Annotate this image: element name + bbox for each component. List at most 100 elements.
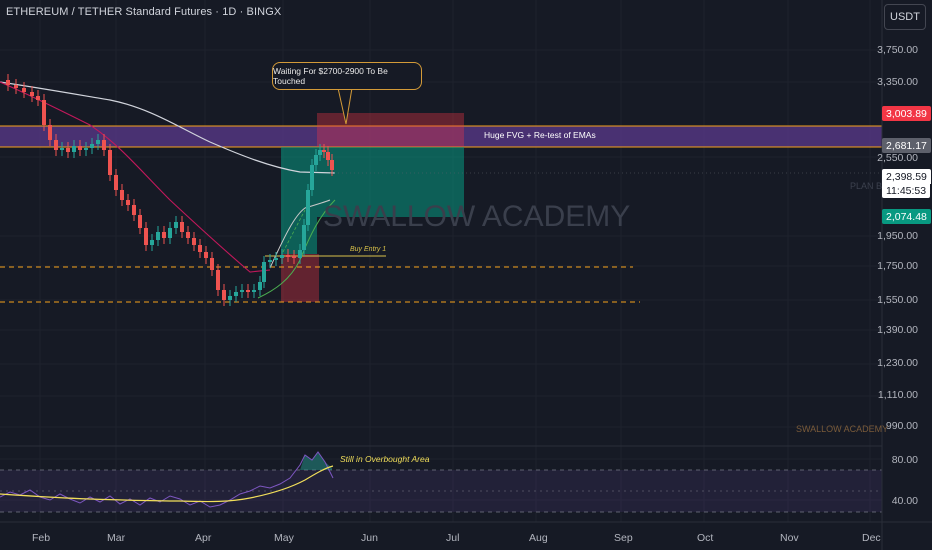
candle-body <box>228 296 232 300</box>
time-label: Sep <box>614 532 633 544</box>
candle-body <box>126 200 130 205</box>
candle-body <box>60 148 64 150</box>
candle-body <box>234 292 238 296</box>
candle-body <box>66 148 70 152</box>
rsi-overbought-fill <box>300 452 332 470</box>
candle-body <box>90 144 94 148</box>
price-label: 1,230.00 <box>877 357 918 369</box>
candle-body <box>14 85 18 88</box>
candle-body <box>102 140 106 150</box>
candle-body <box>216 270 220 290</box>
candle-body <box>168 228 172 238</box>
watermark-main: SWALLOW ACADEMY <box>323 200 631 233</box>
candle-body <box>258 282 262 290</box>
candle-body <box>280 255 284 258</box>
candle-body <box>108 150 112 175</box>
price-label: 2,550.00 <box>877 152 918 164</box>
time-label: Dec <box>862 532 881 544</box>
candle-body <box>180 222 184 232</box>
candle-body <box>36 96 40 100</box>
candle-body <box>198 245 202 252</box>
ema-long-line <box>0 81 336 174</box>
fvg-price-badge: 2,681.17 <box>882 138 931 153</box>
time-label: Feb <box>32 532 51 544</box>
stop-loss-zone <box>317 113 464 147</box>
candle-body <box>6 80 10 85</box>
candle-body <box>252 290 256 292</box>
candle-body <box>156 232 160 240</box>
callout-pointer <box>337 87 353 125</box>
time-label: Aug <box>529 532 548 544</box>
fvg-zone <box>0 126 882 147</box>
candle-body <box>78 146 82 150</box>
candlestick-series <box>6 74 334 306</box>
candle-body <box>138 215 142 228</box>
candle-body <box>268 260 272 262</box>
price-label: 1,950.00 <box>877 230 918 242</box>
candle-body <box>314 155 318 165</box>
candle-body <box>150 240 154 245</box>
time-label: Apr <box>195 532 212 544</box>
price-label: 1,110.00 <box>877 389 918 401</box>
ema-mid-line <box>269 199 331 269</box>
take-profit-zone <box>317 147 464 217</box>
price-label: 3,750.00 <box>877 44 918 56</box>
candle-body <box>306 190 310 225</box>
chart-grid <box>0 0 882 522</box>
rsi-label: 80.00 <box>891 454 918 466</box>
candle-body <box>162 232 166 238</box>
candle-body <box>174 222 178 228</box>
candle-body <box>302 225 306 250</box>
callout-annotation[interactable]: Waiting For $2700-2900 To Be Touched <box>272 62 422 90</box>
candle-body <box>186 232 190 238</box>
watermark-plan: PLAN B <box>850 181 883 191</box>
candle-body <box>246 290 250 292</box>
time-label: Nov <box>780 532 799 544</box>
candle-body <box>48 125 52 140</box>
currency-button[interactable]: USDT <box>884 4 926 30</box>
time-label: Mar <box>107 532 126 544</box>
price-label: 1,390.00 <box>877 324 918 336</box>
rsi-line <box>0 451 334 508</box>
candle-body <box>210 258 214 270</box>
candle-body <box>240 290 244 292</box>
time-label: Jul <box>446 532 460 544</box>
ema-short-line <box>0 81 271 273</box>
candle-body <box>22 88 26 92</box>
candle-body <box>322 150 326 152</box>
candle-body <box>96 140 100 144</box>
candle-body <box>120 190 124 200</box>
price-label: 1,550.00 <box>877 294 918 306</box>
candle-body <box>132 205 136 215</box>
candle-body <box>42 100 46 125</box>
candle-body <box>192 238 196 245</box>
chart-title: ETHEREUM / TETHER Standard Futures · 1D … <box>6 6 282 18</box>
time-label: Oct <box>697 532 714 544</box>
candle-body <box>310 165 314 190</box>
watermark-small: SWALLOW ACADEMY <box>796 424 889 434</box>
candle-body <box>274 258 278 260</box>
candle-body <box>72 146 76 152</box>
stop-price-badge: 3,003.89 <box>882 106 931 121</box>
candle-body <box>114 175 118 190</box>
buy-entry-label: Buy Entry 1 <box>350 246 387 253</box>
candle-body <box>330 160 334 170</box>
current-price-badge: 2,398.59 <box>882 169 931 184</box>
rsi-label: 40.00 <box>891 495 918 507</box>
fvg-label: Huge FVG + Re-test of EMAs <box>484 130 596 140</box>
price-label: 3,350.00 <box>877 76 918 88</box>
candle-body <box>326 152 330 160</box>
candle-body <box>204 252 208 258</box>
candle-body <box>222 290 226 300</box>
candle-body <box>286 255 290 257</box>
rsi-band <box>0 470 882 512</box>
time-label: May <box>274 532 294 544</box>
candle-body <box>144 228 148 245</box>
time-label: Jun <box>361 532 378 544</box>
countdown-badge: 11:45:53 <box>882 183 931 198</box>
candle-body <box>84 148 88 150</box>
candle-body <box>30 92 34 96</box>
rsi-overbought-label: Still in Overbought Area <box>340 454 430 464</box>
price-label: 990.00 <box>885 420 918 432</box>
